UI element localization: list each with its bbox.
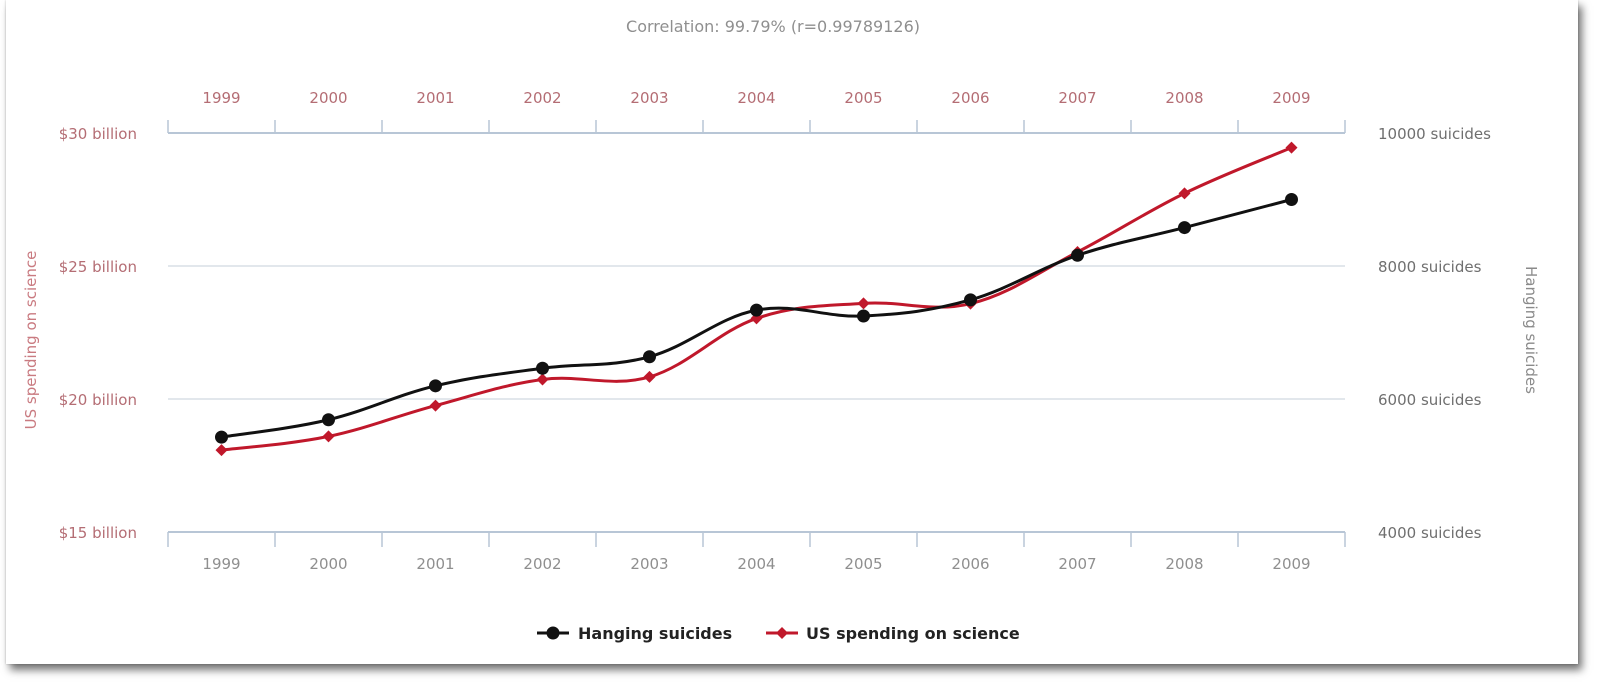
data-point-us-spending-on-science <box>322 430 335 443</box>
data-point-hanging-suicides <box>322 413 335 427</box>
left-tick-label: $25 billion <box>59 258 137 276</box>
data-point-us-spending-on-science <box>536 373 549 386</box>
data-point-hanging-suicides <box>1071 248 1084 262</box>
x-tick-label-top: 2000 <box>309 89 347 107</box>
axes: 1999 1999 2000 2000 2001 2001 2002 2002 2003 2003… <box>59 89 1491 573</box>
right-axis-label: Hanging suicides <box>1522 266 1540 394</box>
data-point-hanging-suicides <box>536 361 549 375</box>
x-tick-label-top: 2009 <box>1272 89 1310 107</box>
x-tick-label-top: 2004 <box>737 89 775 107</box>
left-tick-label: $20 billion <box>59 391 137 409</box>
left-tick-label: $15 billion <box>59 524 137 542</box>
data-point-hanging-suicides <box>857 309 870 323</box>
legend-label-hanging-suicides: Hanging suicides <box>578 624 732 643</box>
x-tick-label-bottom: 2002 <box>523 555 561 573</box>
left-axis-label: US spending on science <box>22 251 40 430</box>
x-tick-label-bottom: 2004 <box>737 555 775 573</box>
data-point-us-spending-on-science <box>643 370 656 383</box>
data-point-us-spending-on-science <box>215 444 228 457</box>
data-point-hanging-suicides <box>1285 193 1298 206</box>
grid <box>168 265 1345 400</box>
x-tick-label-bottom: 2003 <box>630 555 668 573</box>
left-tick-label: $30 billion <box>59 125 137 143</box>
x-tick-label-top: 2008 <box>1165 89 1203 107</box>
data-point-us-spending-on-science <box>429 399 442 412</box>
x-tick-label-top: 2005 <box>844 89 882 107</box>
plot-area <box>215 141 1298 457</box>
data-point-hanging-suicides <box>964 293 977 307</box>
legend-marker-us-spending-on-science <box>776 627 788 639</box>
x-tick-label-top: 2002 <box>523 89 561 107</box>
x-tick-label-bottom: 2008 <box>1165 555 1203 573</box>
legend: Hanging suicides US spending on science <box>537 624 1020 643</box>
x-tick-label-top: 1999 <box>202 89 240 107</box>
x-tick-label-bottom: 2006 <box>951 555 989 573</box>
x-tick-label-top: 2001 <box>416 89 454 107</box>
x-tick-label-top: 2007 <box>1058 89 1096 107</box>
x-tick-label-bottom: 2001 <box>416 555 454 573</box>
right-tick-label: 8000 suicides <box>1378 258 1482 276</box>
legend-marker-hanging-suicides <box>546 626 560 640</box>
x-tick-label-bottom: 1999 <box>202 555 240 573</box>
x-tick-label-bottom: 2007 <box>1058 555 1096 573</box>
data-point-us-spending-on-science <box>857 297 870 310</box>
chart-frame <box>6 0 1578 664</box>
legend-label-us-spending-on-science: US spending on science <box>806 624 1020 643</box>
right-tick-label: 10000 suicides <box>1378 125 1491 143</box>
data-point-us-spending-on-science <box>1285 141 1298 154</box>
right-tick-label: 6000 suicides <box>1378 391 1482 409</box>
data-point-hanging-suicides <box>215 430 228 444</box>
series-line-us-spending-on-science <box>221 146 1293 452</box>
x-tick-label-bottom: 2009 <box>1272 555 1310 573</box>
x-tick-label-bottom: 2000 <box>309 555 347 573</box>
chart-title: Correlation: 99.79% (r=0.99789126) <box>626 17 920 36</box>
x-tick-label-top: 2003 <box>630 89 668 107</box>
x-tick-label-top: 2006 <box>951 89 989 107</box>
data-point-hanging-suicides <box>1178 221 1191 235</box>
data-point-hanging-suicides <box>750 303 763 317</box>
right-tick-label: 4000 suicides <box>1378 524 1482 542</box>
x-tick-label-bottom: 2005 <box>844 555 882 573</box>
data-point-us-spending-on-science <box>1178 187 1191 200</box>
data-point-hanging-suicides <box>429 379 442 393</box>
data-point-hanging-suicides <box>643 350 656 364</box>
